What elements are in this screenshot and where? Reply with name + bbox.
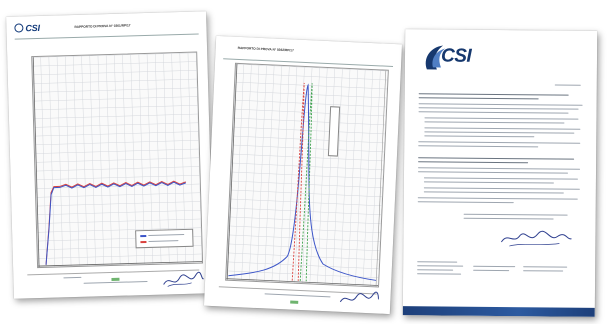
series-line-blue [228, 83, 377, 281]
chart-plot [226, 63, 387, 287]
peak-chart [225, 62, 389, 288]
report-title: RAPPORTO DI PROVA N° 0361/RP/17 [74, 23, 131, 29]
series-line-green [299, 83, 313, 282]
csi-swoosh-icon [425, 45, 446, 70]
chart-legend [135, 228, 194, 249]
status-marker [290, 300, 299, 304]
handwritten-signature [163, 271, 204, 287]
footer-band [402, 306, 595, 317]
report-header: CSI RAPPORTO DI PROVA N° 0361/RP/17 [14, 17, 199, 40]
csi-letter-page: CSI [402, 29, 598, 317]
csi-logo-text: CSI [440, 45, 472, 67]
series-line-red [291, 82, 305, 281]
chart-plot [32, 57, 203, 268]
status-marker [111, 277, 120, 282]
report-page-2: RAPPORTO DI PROVA N° 0362/RP/17 [203, 35, 403, 315]
series-line-red [45, 180, 186, 265]
report-page-1: CSI RAPPORTO DI PROVA N° 0361/RP/17 [6, 11, 214, 299]
handwritten-signature [339, 291, 379, 303]
csi-logo: CSI [14, 23, 40, 34]
series-line-blue [45, 181, 186, 265]
report-title: RAPPORTO DI PROVA N° 0362/RP/17 [237, 45, 294, 53]
seal-icon [14, 23, 24, 33]
logo-text: CSI [25, 22, 40, 34]
handwritten-signature [500, 230, 572, 247]
temperature-chart [31, 51, 204, 269]
